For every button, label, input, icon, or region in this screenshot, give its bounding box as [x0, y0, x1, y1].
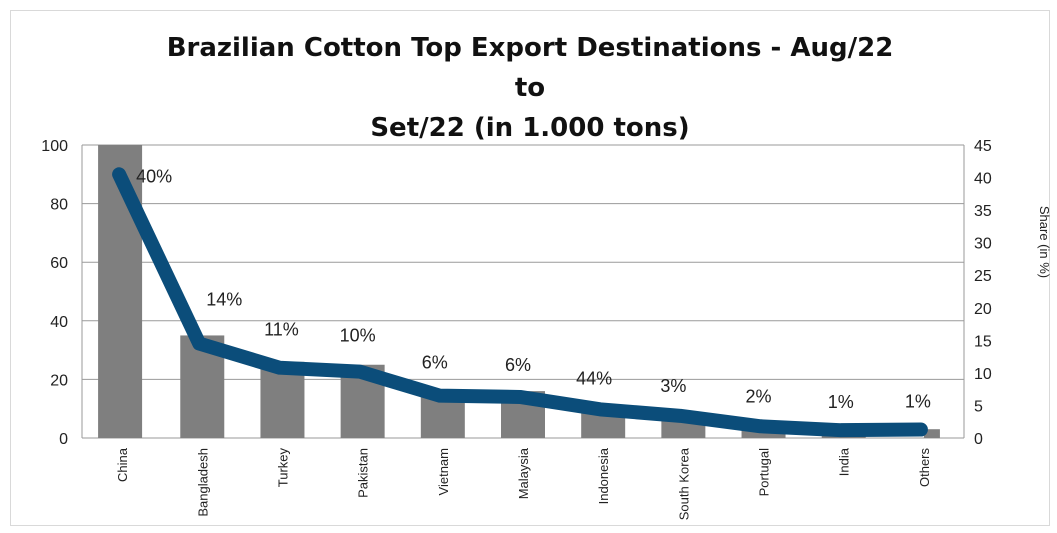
category-tick-label: Portugal	[757, 448, 772, 497]
category-tick-label: Vietnam	[436, 448, 451, 495]
category-tick-label: Indonesia	[596, 447, 611, 504]
left-tick-label: 20	[50, 372, 68, 389]
category-tick-label: Turkey	[275, 448, 290, 488]
data-label: 6%	[505, 355, 531, 375]
chart-frame	[10, 10, 1050, 526]
data-label: 10%	[340, 326, 376, 346]
right-tick-label: 20	[974, 301, 992, 318]
right-axis-title: Share (in %)	[1037, 206, 1052, 278]
category-tick-label: Others	[917, 448, 932, 488]
left-tick-label: 80	[50, 197, 68, 214]
chart-title-line-2: Set/22 (in 1.000 tons)	[370, 113, 690, 143]
right-tick-label: 0	[974, 431, 983, 448]
right-axis: 0 5 10 15 20 25 30 35 40 45	[974, 138, 992, 448]
right-tick-label: 40	[974, 171, 992, 188]
left-tick-label: 0	[59, 431, 68, 448]
data-label: 1%	[828, 392, 854, 412]
data-label: 1%	[905, 392, 931, 412]
data-label: 11%	[264, 320, 299, 340]
chart-title-line-1: Brazilian Cotton Top Export Destinations…	[166, 33, 894, 103]
category-tick-label: China	[115, 447, 130, 482]
right-tick-label: 15	[974, 333, 992, 350]
category-tick-label: Malaysia	[516, 447, 531, 499]
data-label: 2%	[746, 386, 772, 406]
data-label: 3%	[660, 376, 686, 396]
share-line-series	[112, 167, 928, 438]
data-labels: 40% 14% 11% 10% 6% 6% 44% 3% 2% 1% 1%	[136, 166, 931, 412]
left-tick-label: 100	[41, 138, 68, 155]
right-tick-label: 45	[974, 138, 992, 155]
category-tick-label: Bangladesh	[195, 448, 210, 517]
data-label: 6%	[422, 353, 448, 373]
data-label: 40%	[136, 166, 172, 186]
chart-title: Brazilian Cotton Top Export Destinations…	[150, 28, 910, 148]
right-tick-label: 30	[974, 236, 992, 253]
data-label: 44%	[576, 368, 612, 388]
category-tick-label: Pakistan	[356, 448, 371, 498]
share-line	[112, 167, 928, 438]
data-label: 14%	[206, 290, 242, 310]
right-tick-label: 10	[974, 366, 992, 383]
left-tick-label: 40	[50, 314, 68, 331]
left-axis: 0 20 40 60 80 100	[41, 138, 68, 448]
bar	[923, 429, 940, 438]
left-tick-label: 60	[50, 255, 68, 272]
category-tick-label: India	[837, 447, 852, 476]
category-tick-label: South Korea	[676, 447, 691, 520]
right-tick-label: 5	[974, 398, 983, 415]
right-tick-label: 25	[974, 268, 992, 285]
right-tick-label: 35	[974, 203, 992, 220]
category-axis: China Bangladesh Turkey Pakistan Vietnam Mala…	[115, 447, 932, 520]
